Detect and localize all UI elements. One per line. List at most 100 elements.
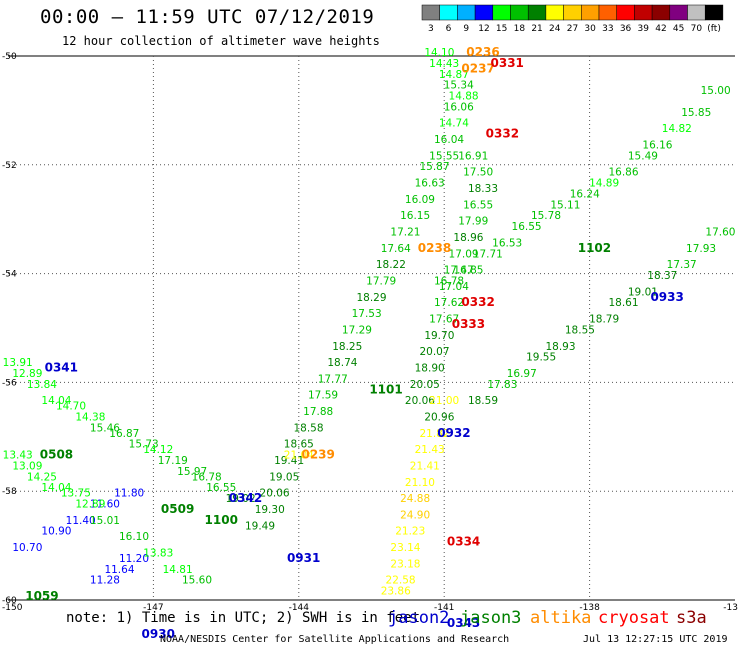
swh-point-jason3: 19.41: [274, 455, 304, 467]
swh-point-jason3: 18.65: [284, 439, 314, 451]
swh-point-jason3: 17.62: [434, 297, 464, 309]
swh-point-jason3: 17.59: [308, 390, 338, 402]
legend-altika: altika: [530, 608, 592, 628]
swh-point-jason3: 15.11: [550, 199, 580, 211]
swh-point-jason3: 16.85: [453, 265, 483, 277]
swh-point-jason3: 16.10: [119, 531, 149, 543]
pass-time-label: 0237: [461, 61, 494, 75]
swh-point-jason3: 17.04: [439, 281, 469, 293]
swh-point-jason3: 15.55: [429, 150, 459, 162]
swh-point-jason3: 18.59: [468, 395, 498, 407]
swh-point-jason3: 16.04: [434, 134, 464, 146]
x-tick-label: -141: [434, 603, 454, 613]
swh-point-altika: 23.86: [381, 586, 411, 598]
colorbar-label: 27: [567, 24, 578, 34]
swh-point-jason3: 19.30: [255, 504, 285, 516]
swh-point-jason3: 15.97: [177, 466, 207, 478]
chart-title: 00:00 – 11:59 UTC 07/12/2019: [40, 6, 375, 28]
swh-point-jason3: 19.05: [269, 471, 299, 483]
grid-lines: [8, 55, 735, 601]
colorbar-label: (ft): [707, 24, 721, 34]
colorbar-swatch: [545, 4, 564, 21]
swh-point-jason3: 16.09: [405, 194, 435, 206]
y-tick-label: -56: [2, 378, 17, 388]
colorbar-swatch: [527, 4, 547, 21]
swh-point-altika: 21.00: [429, 395, 459, 407]
swh-point-jason3: 14.04: [41, 395, 71, 407]
x-tick-label: -147: [143, 603, 163, 613]
colorbar-legend: 3 6 9 12 15 18 21 24 27 30 33 36 39 42 45 70 (ft): [421, 4, 724, 34]
swh-point-jason3: 16.87: [109, 428, 139, 440]
swh-point-jason3: 18.55: [565, 324, 595, 336]
swh-point-jason3: 17.88: [303, 406, 333, 418]
swh-point-jason3: 18.61: [608, 297, 638, 309]
swh-point-jason3: 12.89: [12, 368, 42, 380]
swh-point-altika: 22.58: [386, 575, 416, 587]
swh-point-jason3: 19.01: [628, 286, 658, 298]
y-tick-label: -54: [2, 270, 17, 280]
colorbar-swatch: [457, 4, 476, 21]
footer-note: note: 1) Time is in UTC; 2) SWH is in fe…: [66, 610, 421, 626]
swh-point-jason2: 11.40: [66, 515, 96, 527]
swh-point-jason3: 16.63: [415, 178, 445, 190]
pass-time-label: 0509: [161, 502, 194, 516]
swh-point-altika: 23.14: [390, 542, 420, 554]
pass-time-label: 0238: [418, 241, 451, 255]
pass-time-label: 1059: [25, 589, 58, 603]
pass-time-label: 0332: [461, 295, 494, 309]
colorbar-label: 21: [531, 24, 542, 34]
pass-time-label: 0236: [466, 45, 499, 59]
swh-point-jason3: 20.07: [419, 346, 449, 358]
colorbar-swatch: [421, 4, 440, 21]
swh-point-jason3: 17.37: [667, 259, 697, 271]
colorbar-label: 3: [428, 24, 434, 34]
colorbar-label: 33: [602, 24, 613, 34]
pass-time-label: 1102: [578, 241, 611, 255]
swh-point-jason3: 16.24: [570, 188, 600, 200]
y-tick-label: -60: [2, 596, 17, 606]
swh-point-jason3: 13.83: [143, 547, 173, 559]
swh-point-jason3: 15.34: [444, 80, 474, 92]
colorbar-swatch: [598, 4, 617, 21]
x-tick-label: -150: [2, 603, 23, 613]
swh-point-jason3: 16.16: [642, 139, 672, 151]
swh-point-altika: 21.10: [405, 477, 435, 489]
swh-point-jason3: 16.86: [608, 167, 638, 179]
pass-time-label: 0508: [40, 448, 73, 462]
colorbar-swatch: [563, 4, 582, 21]
colorbar-swatch: [687, 4, 706, 21]
pass-time-label: 1100: [205, 513, 238, 527]
colorbar-label: 12: [478, 24, 489, 34]
swh-point-jason3: 17.50: [463, 167, 493, 179]
pass-time-label: 0334: [447, 535, 480, 549]
swh-point-jason3: 15.46: [90, 422, 120, 434]
swh-point-jason3: 16.55: [512, 221, 542, 233]
swh-point-jason3: 14.43: [429, 58, 459, 70]
pass-time-label: 1101: [369, 382, 402, 396]
swh-point-jason3: 20.06: [260, 488, 290, 500]
swh-point-jason2: 11.80: [114, 488, 144, 500]
swh-point-jason3: 17.60: [705, 227, 735, 239]
swh-point-altika: 20.96: [424, 411, 454, 423]
swh-point-jason3: 17.93: [686, 243, 716, 255]
swh-point-altika: 24.90: [400, 509, 430, 521]
pass-time-label: 0932: [437, 426, 470, 440]
swh-point-jason3: 17.19: [158, 455, 188, 467]
colorbar-label: 9: [463, 24, 469, 34]
swh-point-jason3: 16.97: [507, 368, 537, 380]
swh-point-jason3: 15.49: [628, 150, 658, 162]
swh-point-altika: 21.04: [284, 450, 314, 462]
swh-point-jason3: 17.47: [444, 265, 474, 277]
swh-point-jason3: 15.73: [129, 439, 159, 451]
colorbar-swatch: [439, 4, 458, 21]
swh-point-jason2: 11.60: [90, 499, 120, 511]
swh-point-jason3: 17.83: [487, 379, 517, 391]
colorbar-label: 6: [446, 24, 452, 34]
swh-point-jason3: 14.12: [143, 444, 173, 456]
swh-point-jason3: 19.55: [526, 352, 556, 364]
swh-point-altika: 21.43: [415, 444, 445, 456]
swh-point-jason3: 15.87: [419, 161, 449, 173]
swh-point-jason3: 15.60: [182, 575, 212, 587]
colorbar-label: 39: [638, 24, 650, 34]
